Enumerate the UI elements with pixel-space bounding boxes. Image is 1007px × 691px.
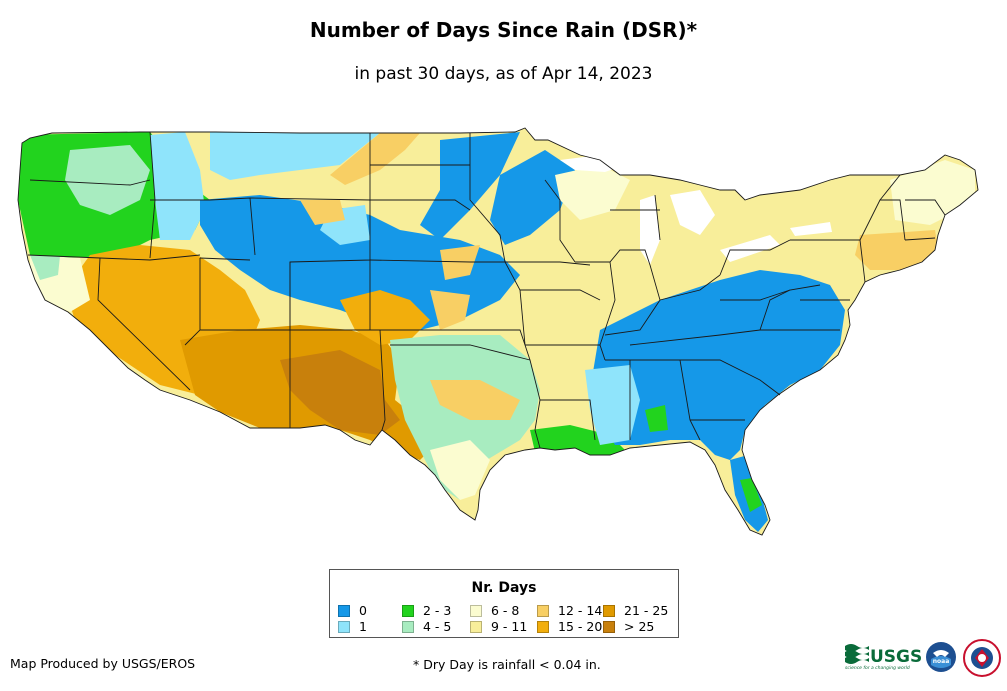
legend-label: 1 — [359, 619, 367, 634]
legend-label: 12 - 14 — [558, 603, 603, 618]
legend-swatch-9-11 — [470, 621, 482, 633]
region-0-days — [490, 150, 575, 245]
legend-item-15-20: 15 - 20 — [537, 620, 602, 634]
legend-item-21-25: 21 - 25 — [603, 604, 668, 618]
region-1-day — [210, 132, 380, 180]
state-boundaries — [17, 127, 979, 536]
noaa-logo: noaa — [926, 642, 956, 672]
region-2-3-days — [740, 478, 762, 512]
region-15-20-days — [340, 290, 430, 345]
map-legend: Nr. Days 0 1 2 - 3 4 - 5 6 - 8 9 - 11 12… — [329, 569, 679, 638]
region-4-5-days — [65, 145, 150, 215]
region-12-14-days — [430, 380, 520, 420]
legend-swatch-4-5 — [402, 621, 414, 633]
region-1-day — [585, 365, 640, 445]
legend-swatch-1 — [338, 621, 350, 633]
legend-swatch-over-25 — [603, 621, 615, 633]
region-6-8-days — [555, 165, 630, 220]
legend-item-9-11: 9 - 11 — [470, 620, 527, 634]
dry-day-footnote: * Dry Day is rainfall < 0.04 in. — [413, 657, 601, 672]
noaa-wordmark: noaa — [933, 658, 950, 665]
legend-swatch-2-3 — [402, 605, 414, 617]
legend-label: 9 - 11 — [491, 619, 528, 634]
region-12-14-days — [855, 230, 940, 270]
map-credit: Map Produced by USGS/EROS — [10, 656, 196, 671]
legend-swatch-6-8 — [470, 605, 482, 617]
legend-swatch-12-14 — [537, 605, 549, 617]
region-2-3-days — [645, 405, 668, 432]
region-4-5-days — [30, 255, 60, 280]
great-lakes — [560, 155, 832, 265]
region-6-8-days — [890, 160, 975, 225]
region-12-14-days — [330, 133, 420, 185]
nws-logo — [963, 639, 1001, 677]
legend-swatch-0 — [338, 605, 350, 617]
legend-label: 2 - 3 — [423, 603, 452, 618]
legend-label: > 25 — [624, 619, 655, 634]
region-6-8-days — [430, 440, 490, 500]
usgs-logo: USGS science for a changing world — [845, 644, 921, 671]
us-dsr-map — [17, 127, 979, 536]
legend-item-over-25: > 25 — [603, 620, 654, 634]
legend-item-1: 1 — [338, 620, 367, 634]
legend-item-6-8: 6 - 8 — [470, 604, 519, 618]
legend-label: 0 — [359, 603, 367, 618]
legend-item-12-14: 12 - 14 — [537, 604, 602, 618]
legend-label: 21 - 25 — [624, 603, 669, 618]
legend-swatch-15-20 — [537, 621, 549, 633]
legend-swatch-21-25 — [603, 605, 615, 617]
region-12-14-days — [300, 200, 345, 225]
legend-label: 4 - 5 — [423, 619, 452, 634]
region-12-14-days — [430, 290, 470, 330]
usgs-wordmark: USGS — [870, 647, 921, 667]
legend-label: 6 - 8 — [491, 603, 520, 618]
legend-item-2-3: 2 - 3 — [402, 604, 451, 618]
legend-title: Nr. Days — [471, 580, 537, 596]
legend-item-4-5: 4 - 5 — [402, 620, 451, 634]
region-1-day — [150, 132, 205, 240]
usgs-tagline: science for a changing world — [845, 665, 910, 671]
legend-label: 15 - 20 — [558, 619, 603, 634]
region-over-25-days — [280, 350, 400, 435]
map-title: Number of Days Since Rain (DSR)* — [309, 18, 698, 42]
map-subtitle: in past 30 days, as of Apr 14, 2023 — [354, 64, 653, 84]
legend-item-0: 0 — [338, 604, 367, 618]
region-12-14-days — [440, 245, 480, 280]
